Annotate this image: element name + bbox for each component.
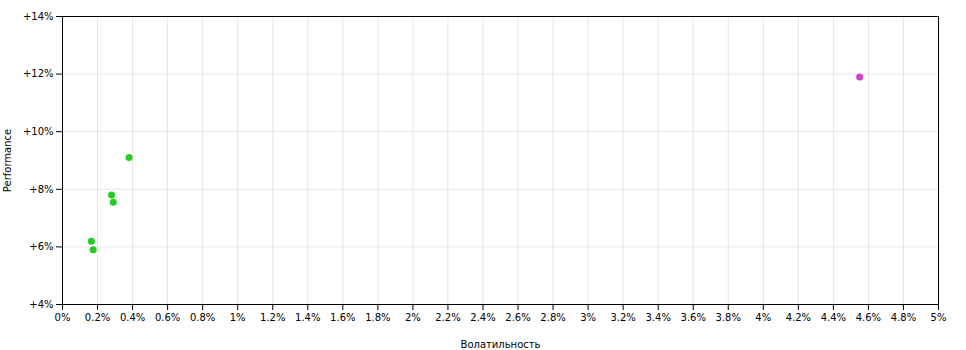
- svg-text:3.4%: 3.4%: [645, 312, 670, 323]
- svg-text:1%: 1%: [230, 312, 246, 323]
- svg-text:2.6%: 2.6%: [505, 312, 530, 323]
- svg-text:1.4%: 1.4%: [295, 312, 320, 323]
- svg-text:0.6%: 0.6%: [155, 312, 180, 323]
- svg-text:3%: 3%: [580, 312, 596, 323]
- svg-text:4.4%: 4.4%: [821, 312, 846, 323]
- svg-text:4.2%: 4.2%: [786, 312, 811, 323]
- svg-text:3.6%: 3.6%: [681, 312, 706, 323]
- svg-text:+4%: +4%: [29, 299, 53, 310]
- svg-text:+12%: +12%: [23, 68, 54, 79]
- svg-text:5%: 5%: [931, 312, 947, 323]
- svg-text:Performance: Performance: [2, 129, 13, 192]
- svg-text:+6%: +6%: [29, 241, 53, 252]
- svg-text:3.8%: 3.8%: [716, 312, 741, 323]
- svg-text:0.2%: 0.2%: [85, 312, 110, 323]
- svg-text:1.8%: 1.8%: [365, 312, 390, 323]
- svg-text:4%: 4%: [755, 312, 771, 323]
- svg-text:+10%: +10%: [23, 126, 54, 137]
- svg-text:2%: 2%: [405, 312, 421, 323]
- svg-text:3.2%: 3.2%: [610, 312, 635, 323]
- svg-text:4.6%: 4.6%: [856, 312, 881, 323]
- svg-text:2.8%: 2.8%: [540, 312, 565, 323]
- svg-text:2.2%: 2.2%: [435, 312, 460, 323]
- svg-text:Волатильность: Волатильность: [461, 339, 541, 350]
- svg-text:1.2%: 1.2%: [260, 312, 285, 323]
- svg-text:4.8%: 4.8%: [891, 312, 916, 323]
- svg-text:+8%: +8%: [29, 184, 53, 195]
- svg-text:0%: 0%: [55, 312, 71, 323]
- svg-text:2.4%: 2.4%: [470, 312, 495, 323]
- svg-text:+14%: +14%: [23, 11, 54, 22]
- svg-text:0.4%: 0.4%: [120, 312, 145, 323]
- svg-text:0.8%: 0.8%: [190, 312, 215, 323]
- svg-text:1.6%: 1.6%: [330, 312, 355, 323]
